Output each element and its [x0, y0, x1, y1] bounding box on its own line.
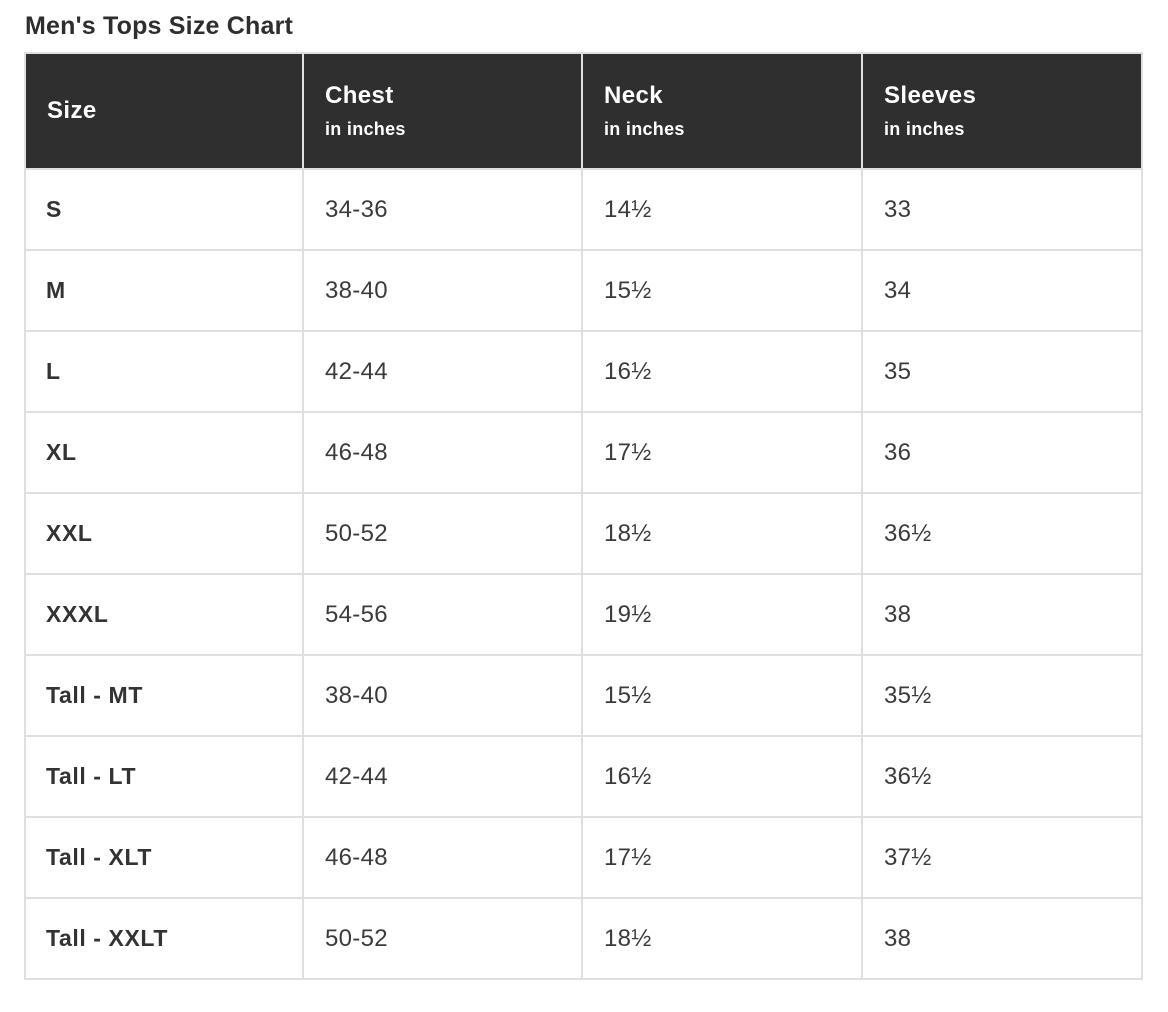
col-header-size-label: Size: [47, 97, 97, 124]
neck-cell: 16½: [581, 330, 863, 413]
size-cell: M: [24, 249, 304, 332]
chest-cell: 46-48: [302, 816, 583, 899]
size-cell: XXL: [24, 492, 304, 575]
size-cell: XL: [24, 411, 304, 494]
sleeves-cell: 34: [861, 249, 1143, 332]
sleeves-cell: 38: [861, 897, 1143, 980]
col-header-sleeves: Sleeves in inches: [861, 52, 1143, 170]
size-cell: Tall - MT: [24, 654, 304, 737]
page-container: Men's Tops Size Chart Size Chest in inch…: [24, 12, 1143, 980]
col-header-sleeves-label: Sleeves: [884, 82, 977, 109]
size-chart-table: Size Chest in inches Neck in inches Slee…: [24, 52, 1143, 980]
size-cell: Tall - XXLT: [24, 897, 304, 980]
chest-cell: 54-56: [302, 573, 583, 656]
table-row: XXXL 54-56 19½ 38: [24, 573, 1143, 656]
size-cell: L: [24, 330, 304, 413]
table-row: XL 46-48 17½ 36: [24, 411, 1143, 494]
page-title: Men's Tops Size Chart: [25, 12, 294, 40]
col-header-neck-label: Neck: [604, 82, 663, 109]
neck-cell: 18½: [581, 492, 863, 575]
chest-cell: 42-44: [302, 735, 583, 818]
chest-cell: 50-52: [302, 897, 583, 980]
size-cell: Tall - LT: [24, 735, 304, 818]
sleeves-cell: 36: [861, 411, 1143, 494]
sleeves-cell: 35: [861, 330, 1143, 413]
chest-cell: 38-40: [302, 654, 583, 737]
table-row: XXL 50-52 18½ 36½: [24, 492, 1143, 575]
neck-cell: 14½: [581, 168, 863, 251]
neck-cell: 19½: [581, 573, 863, 656]
chest-cell: 42-44: [302, 330, 583, 413]
col-header-chest-sublabel: in inches: [325, 119, 406, 139]
table-row: Tall - XXLT 50-52 18½ 38: [24, 897, 1143, 980]
col-header-sleeves-sublabel: in inches: [884, 119, 965, 139]
neck-cell: 15½: [581, 654, 863, 737]
sleeves-cell: 33: [861, 168, 1143, 251]
sleeves-cell: 37½: [861, 816, 1143, 899]
sleeves-cell: 36½: [861, 735, 1143, 818]
col-header-neck: Neck in inches: [581, 52, 863, 170]
size-cell: XXXL: [24, 573, 304, 656]
col-header-chest-label: Chest: [325, 82, 394, 109]
chest-cell: 46-48: [302, 411, 583, 494]
neck-cell: 15½: [581, 249, 863, 332]
chest-cell: 38-40: [302, 249, 583, 332]
sleeves-cell: 38: [861, 573, 1143, 656]
neck-cell: 17½: [581, 816, 863, 899]
neck-cell: 16½: [581, 735, 863, 818]
size-cell: S: [24, 168, 304, 251]
chest-cell: 50-52: [302, 492, 583, 575]
table-row: Tall - MT 38-40 15½ 35½: [24, 654, 1143, 737]
header-row: Size Chest in inches Neck in inches Slee…: [24, 52, 1143, 170]
col-header-size: Size: [24, 52, 304, 170]
table-row: L 42-44 16½ 35: [24, 330, 1143, 413]
table-row: S 34-36 14½ 33: [24, 168, 1143, 251]
size-cell: Tall - XLT: [24, 816, 304, 899]
table-row: M 38-40 15½ 34: [24, 249, 1143, 332]
col-header-chest: Chest in inches: [302, 52, 583, 170]
sleeves-cell: 36½: [861, 492, 1143, 575]
neck-cell: 17½: [581, 411, 863, 494]
table-row: Tall - LT 42-44 16½ 36½: [24, 735, 1143, 818]
col-header-neck-sublabel: in inches: [604, 119, 685, 139]
sleeves-cell: 35½: [861, 654, 1143, 737]
table-body: S 34-36 14½ 33 M 38-40 15½ 34 L 42-44 16…: [24, 168, 1143, 980]
table-row: Tall - XLT 46-48 17½ 37½: [24, 816, 1143, 899]
neck-cell: 18½: [581, 897, 863, 980]
table-header: Size Chest in inches Neck in inches Slee…: [24, 52, 1143, 170]
chest-cell: 34-36: [302, 168, 583, 251]
